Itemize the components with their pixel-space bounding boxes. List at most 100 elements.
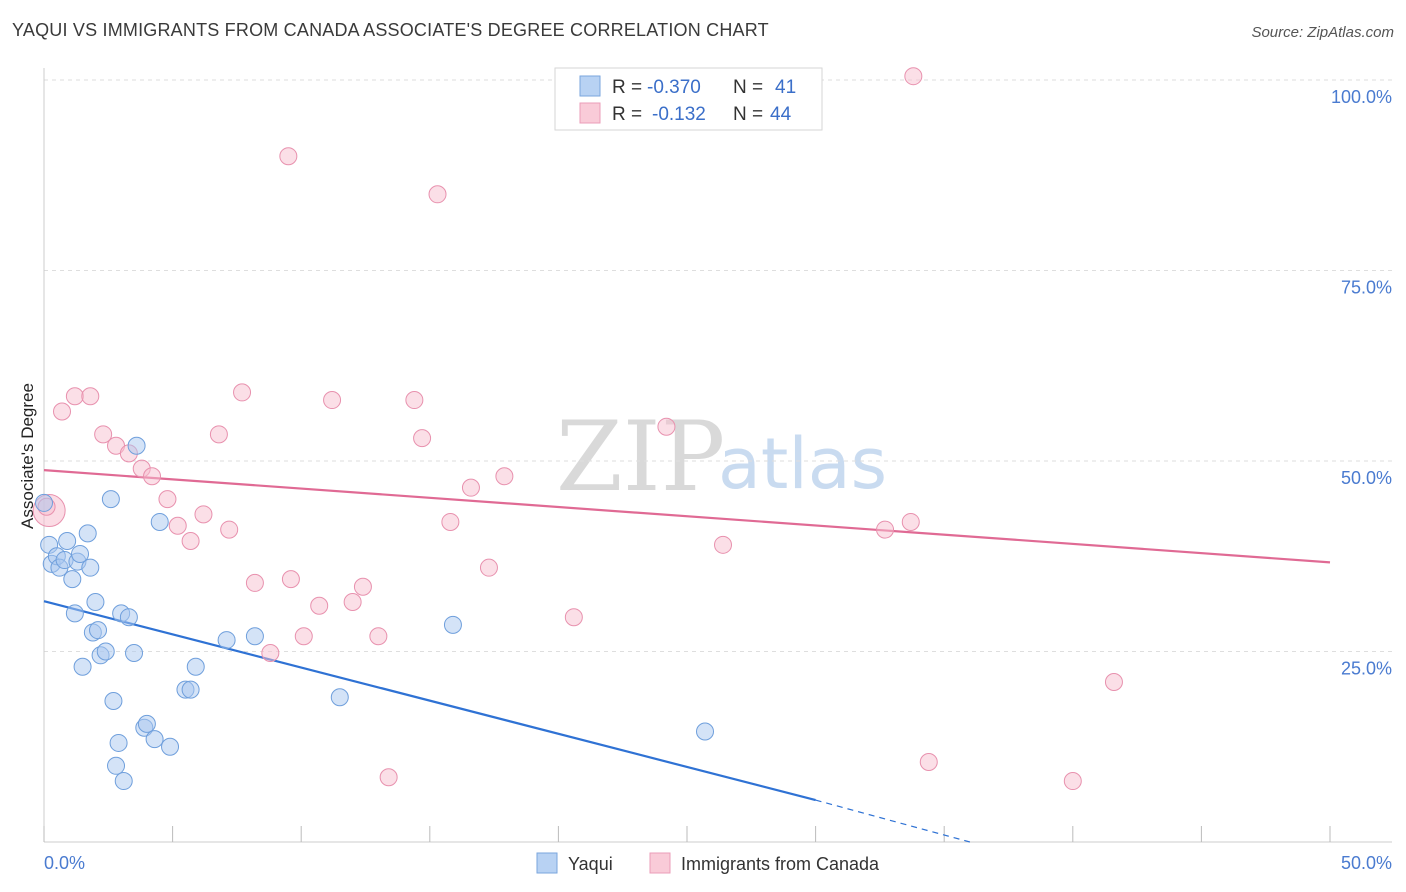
y-axis-tick-labels: 25.0% 50.0% 75.0% 100.0%: [1331, 87, 1392, 679]
point-canada: [495, 467, 514, 486]
stats-yaqui-r-value: -0.370: [647, 77, 701, 98]
stats-canada-n-label: N =: [733, 104, 763, 125]
stats-swatch-canada: [579, 102, 601, 124]
watermark-atlas: atlas: [718, 423, 887, 505]
stats-box: R = -0.370 N = 41 R = -0.132 N = 44: [554, 67, 823, 131]
point-yaqui: [65, 604, 84, 623]
point-yaqui: [58, 532, 77, 551]
point-canada: [405, 391, 424, 410]
point-yaqui: [443, 615, 462, 634]
point-yaqui: [81, 558, 100, 577]
chart-title: YAQUI VS IMMIGRANTS FROM CANADA ASSOCIAT…: [12, 20, 769, 40]
point-yaqui: [137, 714, 156, 733]
point-canada: [1063, 772, 1082, 791]
point-canada: [323, 391, 342, 410]
y-tick-label-75: 75.0%: [1341, 278, 1392, 298]
trend-lines: [43, 469, 1331, 843]
point-yaqui: [107, 756, 126, 775]
point-yaqui: [145, 730, 164, 749]
point-yaqui: [150, 512, 169, 531]
point-yaqui: [114, 772, 133, 791]
point-yaqui: [73, 657, 92, 676]
point-canada: [876, 520, 895, 539]
point-canada: [181, 532, 200, 551]
y-tick-label-50: 50.0%: [1341, 468, 1392, 488]
point-yaqui: [89, 621, 108, 640]
point-canada: [461, 478, 480, 497]
point-yaqui: [63, 570, 82, 589]
legend: Yaqui Immigrants from Canada: [536, 852, 880, 874]
point-yaqui: [35, 493, 53, 512]
point-canada: [143, 467, 162, 486]
trend-line-yaqui: [43, 600, 816, 802]
series-yaqui-points: [35, 436, 715, 791]
stats-canada-r-label: R =: [612, 104, 642, 125]
gridlines: [44, 79, 1392, 652]
point-yaqui: [71, 544, 90, 563]
point-canada: [1104, 672, 1123, 691]
point-canada: [94, 425, 113, 444]
point-canada: [261, 644, 280, 663]
trend-line-canada: [43, 469, 1331, 564]
point-canada: [65, 387, 84, 406]
point-canada: [310, 596, 329, 615]
point-yaqui: [127, 436, 146, 455]
point-canada: [279, 147, 298, 166]
point-canada: [194, 505, 213, 524]
x-tick-label-min: 0.0%: [44, 853, 85, 873]
point-canada: [209, 425, 228, 444]
point-canada: [441, 512, 460, 531]
stats-yaqui-n-label: N =: [733, 77, 763, 98]
point-yaqui: [181, 680, 200, 699]
stats-canada-r-value: -0.132: [652, 104, 706, 125]
point-canada: [714, 535, 733, 554]
y-tick-label-100: 100.0%: [1331, 87, 1392, 107]
point-canada: [233, 383, 252, 402]
point-canada: [901, 512, 920, 531]
point-yaqui: [119, 608, 138, 627]
point-yaqui: [245, 627, 264, 646]
trend-line-yaqui-extrapolated: [815, 799, 971, 843]
x-axis-ticks: [43, 826, 1331, 842]
point-canada: [343, 592, 362, 611]
point-canada: [428, 185, 447, 204]
point-yaqui: [101, 490, 120, 509]
point-canada: [353, 577, 372, 596]
point-canada: [168, 516, 187, 535]
point-canada: [245, 573, 264, 592]
watermark: ZIP atlas: [556, 401, 887, 513]
point-yaqui: [217, 631, 236, 650]
point-yaqui: [86, 592, 105, 611]
legend-label-canada: Immigrants from Canada: [681, 854, 880, 874]
point-canada: [479, 558, 498, 577]
stats-yaqui-r-label: R =: [612, 77, 642, 98]
point-canada: [281, 570, 300, 589]
point-yaqui: [96, 642, 115, 661]
legend-swatch-canada: [649, 852, 671, 874]
y-axis-title: Associate's Degree: [18, 383, 37, 529]
source-credit: Source: ZipAtlas.com: [1251, 24, 1394, 41]
point-yaqui: [186, 657, 205, 676]
point-canada: [657, 417, 676, 436]
point-canada: [564, 608, 583, 627]
point-canada: [919, 752, 938, 771]
series-canada-points: [32, 67, 1123, 791]
point-canada: [220, 520, 239, 539]
point-canada: [158, 490, 177, 509]
point-canada: [294, 627, 313, 646]
stats-swatch-yaqui: [579, 75, 601, 97]
point-canada: [81, 387, 100, 406]
point-yaqui: [330, 688, 349, 707]
legend-label-yaqui: Yaqui: [568, 854, 613, 874]
point-canada: [413, 429, 432, 448]
point-yaqui: [125, 644, 144, 663]
point-yaqui: [161, 737, 180, 756]
y-tick-label-25: 25.0%: [1341, 659, 1392, 679]
legend-swatch-yaqui: [536, 852, 558, 874]
point-canada: [369, 627, 388, 646]
stats-yaqui-n-value: 41: [775, 77, 796, 98]
point-canada: [379, 768, 398, 787]
point-yaqui: [78, 524, 97, 543]
x-tick-label-max: 50.0%: [1341, 853, 1392, 873]
